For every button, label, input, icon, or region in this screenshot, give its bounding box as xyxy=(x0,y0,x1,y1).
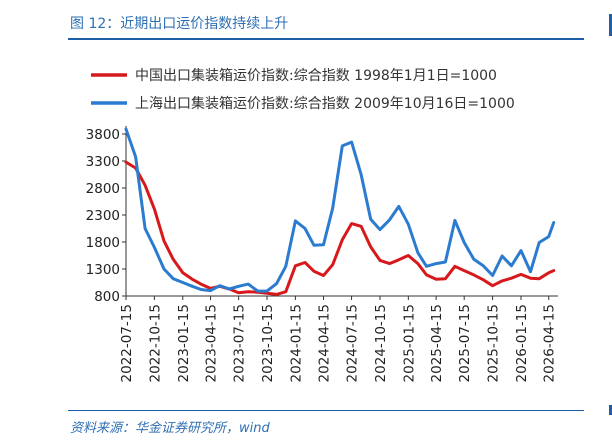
y-axis: 800 1300 1800 2300 2800 3300 3800 xyxy=(86,126,127,305)
x-axis: 2022-07-15 2022-10-15 2023-01-15 2023-04-15… xyxy=(119,295,558,382)
footer-rule xyxy=(68,410,584,411)
source-note: 资料来源：华金证券研究所，wind xyxy=(70,421,270,436)
x-tick-label: 2022-10-15 xyxy=(147,304,163,382)
x-tick-label: 2026-01-15 xyxy=(514,304,530,382)
x-tick-label: 2022-07-15 xyxy=(119,304,135,382)
y-tick-label: 3300 xyxy=(86,154,120,170)
y-tick-label: 1800 xyxy=(86,235,120,251)
figure-title: 图 12：近期出口运价指数持续上升 xyxy=(70,16,289,32)
x-tick-label: 2024-10-15 xyxy=(373,304,389,382)
series-line-1 xyxy=(124,160,556,296)
right-edge-mark-bottom xyxy=(609,405,612,415)
x-tick-label: 2023-07-15 xyxy=(232,304,248,382)
y-tick-label: 3800 xyxy=(86,127,120,143)
x-tick-label: 2023-01-15 xyxy=(176,304,192,382)
right-edge-mark-top xyxy=(609,14,612,36)
x-tick-label: 2024-07-15 xyxy=(345,304,361,382)
x-tick-label: 2023-10-15 xyxy=(260,304,276,382)
y-tick-label: 2800 xyxy=(86,181,120,197)
y-tick-label: 1300 xyxy=(86,262,120,278)
header-rule xyxy=(68,38,584,40)
y-tick-label: 2300 xyxy=(86,208,120,224)
x-tick-label: 2023-04-15 xyxy=(204,304,220,382)
x-tick-label: 2025-01-15 xyxy=(401,304,417,382)
x-tick-label: 2024-04-15 xyxy=(316,304,332,382)
x-tick-label: 2025-07-15 xyxy=(457,304,473,382)
series-line-2 xyxy=(124,127,556,293)
legend-label-2: 上海出口集装箱运价指数:综合指数 2009年10月16日=1000 xyxy=(135,95,515,112)
x-tick-label: 2026-04-15 xyxy=(542,304,558,382)
legend-label-1: 中国出口集装箱运价指数:综合指数 1998年1月1日=1000 xyxy=(135,67,497,84)
x-tick-label: 2025-04-15 xyxy=(429,304,445,382)
x-tick-label: 2024-01-15 xyxy=(288,304,304,382)
x-tick-label: 2025-10-15 xyxy=(486,304,502,382)
y-tick-label: 800 xyxy=(94,289,120,305)
plot-lines xyxy=(124,127,556,296)
legend: 中国出口集装箱运价指数:综合指数 1998年1月1日=1000 上海出口集装箱运价… xyxy=(91,67,515,112)
